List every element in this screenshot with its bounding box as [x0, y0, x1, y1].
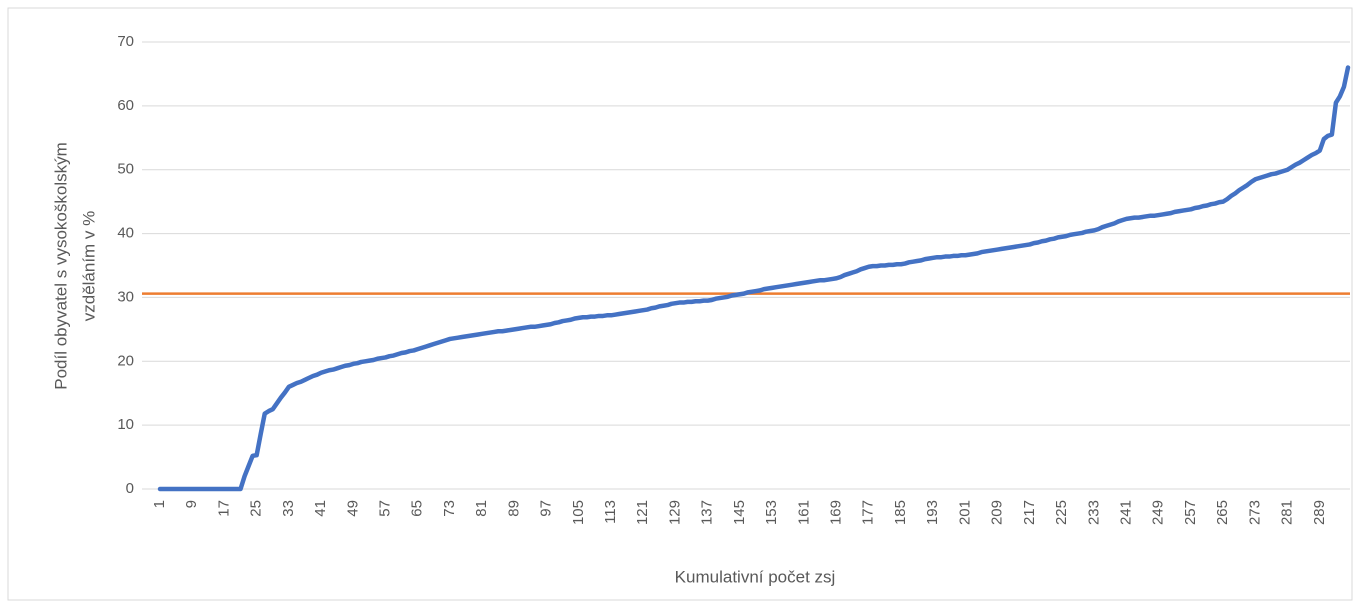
- x-tick-label: 145: [731, 500, 748, 525]
- x-tick-label: 97: [538, 500, 555, 517]
- x-tick-label: 177: [860, 500, 877, 525]
- y-tick-label: 50: [117, 161, 134, 178]
- x-tick-label: 209: [989, 500, 1006, 525]
- y-axis-title: vzděláním v %: [79, 211, 98, 322]
- x-tick-label: 289: [1311, 500, 1328, 525]
- x-tick-label: 1: [151, 500, 168, 508]
- y-tick-label: 10: [117, 416, 134, 433]
- x-axis-title: Kumulativní počet zsj: [675, 567, 836, 586]
- x-tick-label: 241: [1117, 500, 1134, 525]
- x-tick-label: 257: [1182, 500, 1199, 525]
- x-tick-label: 201: [956, 500, 973, 525]
- x-tick-label: 113: [602, 500, 619, 524]
- x-tick-label: 193: [924, 500, 941, 525]
- x-tick-label: 65: [409, 500, 426, 517]
- x-tick-label: 137: [699, 500, 716, 525]
- x-tick-label: 169: [828, 500, 845, 525]
- x-tick-label: 265: [1214, 500, 1231, 525]
- x-tick-label: 233: [1085, 500, 1102, 525]
- x-tick-label: 225: [1053, 500, 1070, 525]
- x-tick-label: 81: [473, 500, 490, 517]
- x-tick-label: 105: [570, 500, 587, 525]
- y-tick-label: 30: [117, 288, 134, 305]
- x-tick-label: 121: [634, 500, 651, 525]
- x-tick-label: 49: [344, 500, 361, 517]
- x-tick-label: 73: [441, 500, 458, 517]
- x-tick-label: 9: [183, 500, 200, 508]
- x-tick-label: 273: [1246, 500, 1263, 525]
- x-tick-label: 57: [376, 500, 393, 517]
- x-tick-label: 249: [1150, 500, 1167, 525]
- x-tick-label: 153: [763, 500, 780, 525]
- x-tick-label: 25: [248, 500, 265, 517]
- x-tick-label: 17: [215, 500, 232, 517]
- y-axis-title: Podíl obyvatel s vysokoškolským: [51, 142, 70, 390]
- x-tick-label: 161: [795, 500, 812, 525]
- y-tick-label: 20: [117, 352, 134, 369]
- y-tick-label: 60: [117, 97, 134, 114]
- x-tick-label: 33: [280, 500, 297, 517]
- data-line: [157, 65, 1351, 492]
- x-tick-label: 185: [892, 500, 909, 525]
- y-tick-label: 0: [126, 480, 134, 497]
- x-tick-label: 217: [1021, 500, 1038, 525]
- x-tick-label: 89: [505, 500, 522, 517]
- x-tick-label: 281: [1279, 500, 1296, 525]
- y-tick-label: 40: [117, 225, 134, 242]
- x-tick-label: 41: [312, 500, 329, 517]
- x-tick-label: 129: [666, 500, 683, 525]
- y-tick-label: 70: [117, 33, 134, 50]
